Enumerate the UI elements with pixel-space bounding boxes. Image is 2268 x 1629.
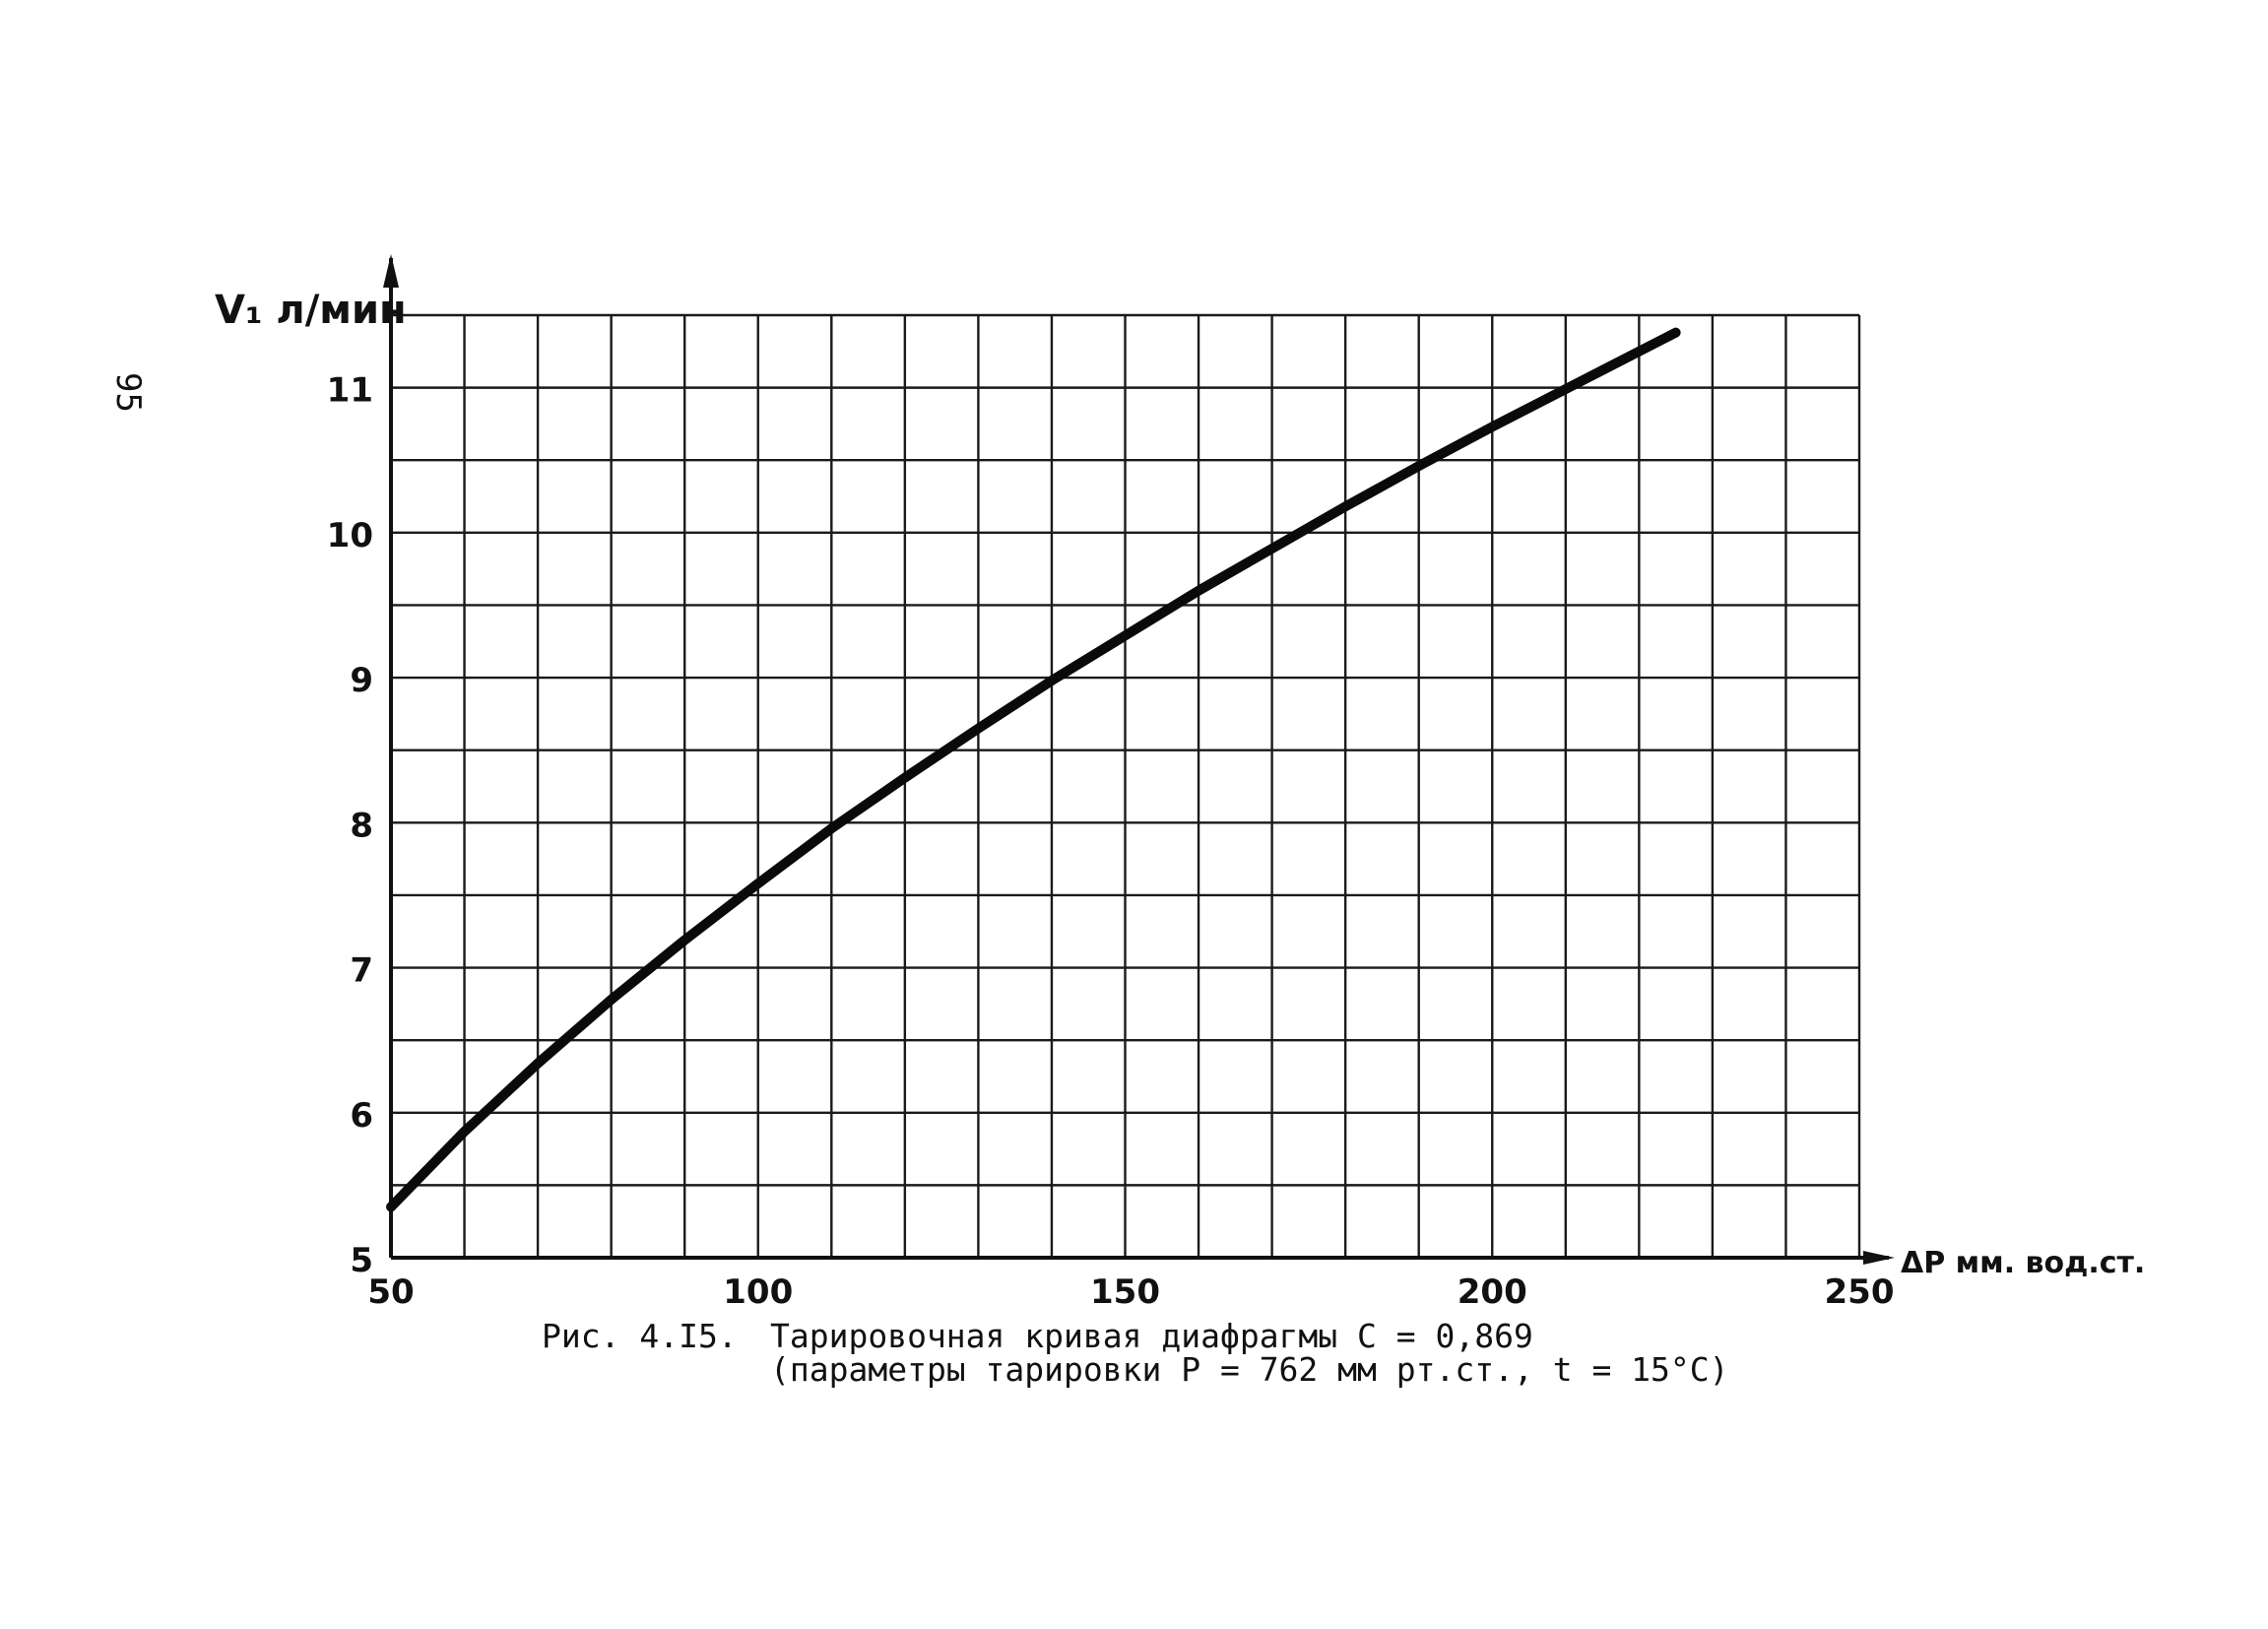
y-tick-label: 11: [327, 371, 373, 411]
caption-line-1: Тарировочная кривая диафрагмы С = 0,869: [770, 1317, 1533, 1355]
x-axis-arrow: [1863, 1251, 1895, 1265]
chart-axes: [383, 254, 1895, 1265]
caption-prefix: Рис. 4.I5.: [542, 1317, 738, 1355]
calibration-curve: [386, 327, 1681, 1212]
y-axis-label: V₁ л/мин: [215, 288, 407, 333]
chart-series: [386, 327, 1681, 1212]
x-tick-label: 150: [1090, 1272, 1160, 1312]
y-tick-label: 9: [350, 661, 373, 700]
chart-ticks: 50 100 150 200 250 5 6 7 8 9 10 11: [327, 371, 1895, 1312]
caption-line-2: (параметры тарировки Р = 762 мм рт.ст., …: [770, 1350, 1729, 1389]
x-tick-label: 50: [367, 1272, 414, 1312]
y-tick-label: 5: [350, 1241, 373, 1280]
figure-caption: Рис. 4.I5. Тарировочная кривая диафрагмы …: [542, 1320, 1729, 1387]
y-tick-label: 8: [350, 806, 373, 845]
x-axis-label: ΔP мм. вод.ст.: [1901, 1246, 2145, 1280]
x-tick-label: 100: [723, 1272, 793, 1312]
y-tick-label: 6: [350, 1096, 373, 1136]
x-tick-label: 200: [1458, 1272, 1527, 1312]
y-axis-arrow: [383, 254, 399, 288]
x-tick-label: 250: [1825, 1272, 1895, 1312]
chart-grid: [391, 313, 1861, 1258]
y-tick-label: 7: [350, 951, 373, 991]
y-tick-label: 10: [327, 516, 373, 555]
